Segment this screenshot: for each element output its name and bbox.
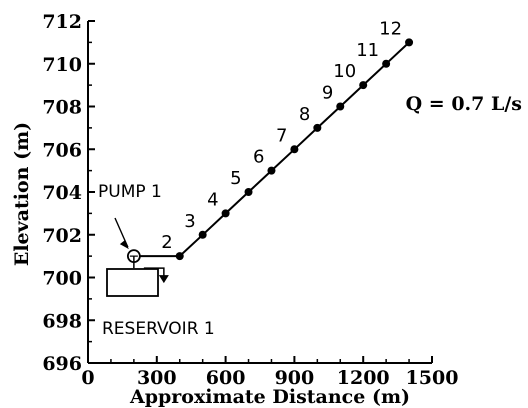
- node-label: 6: [253, 147, 264, 168]
- y-tick-label: 702: [42, 225, 82, 247]
- x-tick-label: 600: [206, 367, 246, 389]
- node-marker: [313, 123, 322, 132]
- x-axis-title: Approximate Distance (m): [129, 386, 410, 408]
- x-tick-label: 1500: [406, 367, 459, 389]
- node-marker: [198, 230, 207, 239]
- y-tick-label: 704: [42, 182, 82, 204]
- node-marker: [405, 38, 414, 47]
- pump-label: PUMP 1: [98, 182, 162, 202]
- node-label: 8: [299, 104, 310, 125]
- node-label: 11: [356, 40, 379, 61]
- reservoir-label: RESERVOIR 1: [102, 319, 215, 339]
- node-label: 9: [322, 83, 333, 104]
- x-tick-label: 1200: [337, 367, 390, 389]
- node-marker: [359, 81, 368, 90]
- node-label: 5: [230, 168, 241, 189]
- reservoir-box: [106, 268, 159, 297]
- node-marker: [244, 188, 253, 196]
- node-marker: [382, 59, 391, 68]
- y-tick-label: 700: [42, 268, 82, 290]
- node-marker: [175, 252, 184, 261]
- y-axis-title: Elevation (m): [11, 122, 33, 266]
- x-tick-label: 300: [137, 367, 177, 389]
- y-tick-label: 710: [42, 54, 82, 76]
- x-tick-label: 900: [275, 367, 315, 389]
- y-tick-label: 712: [42, 11, 82, 33]
- pipeline-line: [133, 41, 410, 258]
- node-label: 12: [379, 18, 402, 39]
- y-tick-label: 696: [42, 353, 82, 375]
- node-marker: [221, 209, 230, 218]
- node-marker: [267, 166, 276, 175]
- y-tick-label: 698: [42, 310, 82, 332]
- node-label: 4: [207, 189, 218, 210]
- flow-rate-label: Q = 0.7 L/s: [406, 93, 522, 115]
- node-label: 2: [161, 232, 172, 253]
- y-tick-label: 706: [42, 139, 82, 161]
- node-label: 3: [184, 211, 195, 232]
- node-label: 7: [276, 125, 287, 146]
- node-label: 10: [333, 61, 356, 82]
- annotations: PUMP 1 RESERVOIR 1 Q = 0.7 L/s: [98, 93, 522, 339]
- node-marker: [290, 145, 299, 154]
- y-tick-label: 708: [42, 97, 82, 119]
- x-tick-label: 0: [81, 367, 94, 389]
- flow-arrowhead-icon: [158, 275, 169, 284]
- node-marker: [336, 102, 345, 111]
- pump-pointer-arrowhead-icon: [119, 240, 129, 250]
